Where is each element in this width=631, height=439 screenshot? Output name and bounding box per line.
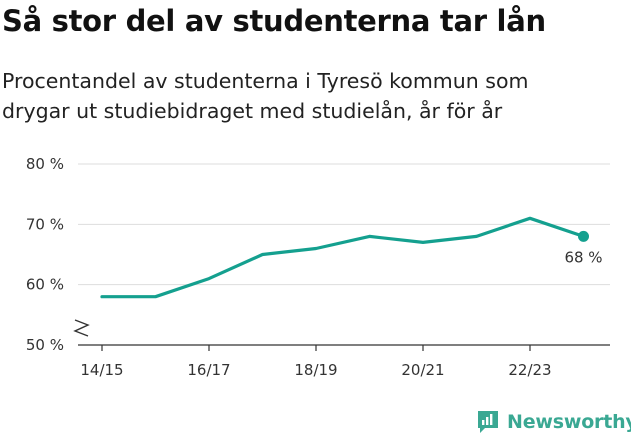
y-tick-label: 50 % [26, 336, 64, 354]
y-tick-label: 60 % [26, 276, 64, 294]
chart-subtitle: Procentandel av studenterna i Tyresö kom… [2, 69, 529, 123]
y-tick-label: 80 % [26, 155, 64, 173]
end-point-marker [578, 230, 589, 242]
chart-title: Så stor del av studenterna tar lån [2, 4, 546, 38]
brand-name: Newsworthy [507, 411, 631, 433]
x-tick-label: 18/19 [294, 361, 337, 379]
series-line [100, 216, 586, 299]
x-tick-label: 14/15 [80, 361, 123, 379]
y-tick-label: 70 % [26, 215, 64, 233]
x-tick-label: 20/21 [401, 361, 444, 379]
end-value-label: 68 % [564, 248, 602, 266]
brand-logo: Newsworthy [476, 408, 631, 436]
x-tick-label: 22/23 [508, 361, 551, 379]
axis-break-icon [73, 319, 90, 337]
x-tick-label: 16/17 [187, 361, 230, 379]
line-chart: 50 % 60 % 70 % 80 % 14/15 16/17 18/19 20/21 22/2… [26, 155, 610, 379]
newsworthy-logo-icon [478, 411, 498, 433]
